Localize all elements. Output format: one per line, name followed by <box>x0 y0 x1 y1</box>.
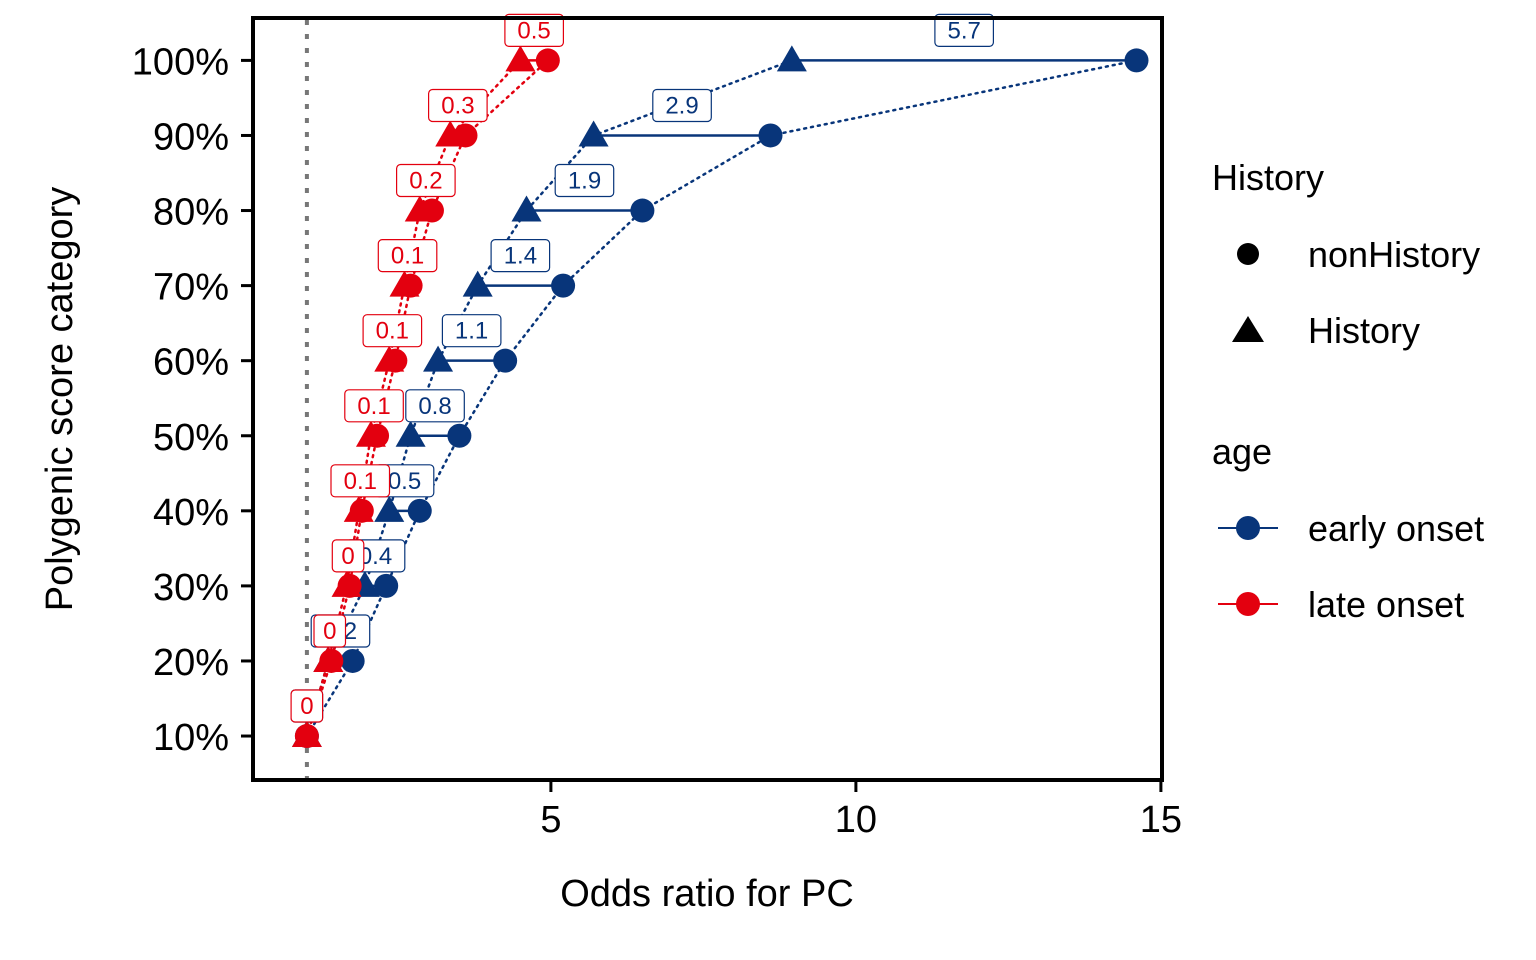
y-tick-label: 30% <box>153 567 229 609</box>
legend-key-early-onset-point <box>1236 516 1260 540</box>
x-tick-label: 15 <box>1140 799 1182 841</box>
plot-panel-border <box>251 16 1164 782</box>
x-axis-title: Odds ratio for PC <box>560 873 854 915</box>
legend-label-late-onset: late onset <box>1308 584 1464 625</box>
early-onset-data-label: 1.9 <box>568 168 601 195</box>
late-onset-data-label-box <box>331 539 365 573</box>
early-onset-data-label: 1.4 <box>504 243 537 270</box>
early-onset-data-label: 0.5 <box>388 468 421 495</box>
label-layer: 00.20.40.50.81.11.41.92.95.70000.10.10.1… <box>290 13 995 723</box>
late-onset-data-label: 0.3 <box>441 93 474 120</box>
y-tick-label: 60% <box>153 342 229 384</box>
early-onset-history-point <box>776 45 807 72</box>
late-onset-data-label: 0.1 <box>391 243 424 270</box>
late-onset-history-point <box>313 645 344 672</box>
late-onset-data-label: 0.1 <box>376 318 409 345</box>
late-onset-data-label-box <box>504 13 564 47</box>
legend-key-history-triangle <box>1232 316 1264 342</box>
late-onset-data-label: 0.5 <box>517 17 550 44</box>
early-onset-nonhistory-point <box>340 648 365 673</box>
early-onset-nonhistory-point <box>493 348 518 373</box>
y-tick-label: 100% <box>132 41 229 83</box>
late-onset-data-label: 0.2 <box>409 168 442 195</box>
late-onset-data-label: 0 <box>300 693 313 720</box>
legend-title-history: History <box>1212 157 1324 198</box>
y-tick-label: 50% <box>153 417 229 459</box>
late-onset-data-label-box <box>428 88 488 123</box>
early-onset-nonhistory-point <box>374 573 399 598</box>
late-onset-history-point <box>355 420 386 447</box>
legend-label-nonhistory: nonHistory <box>1308 234 1480 275</box>
late-onset-history-point <box>331 570 362 597</box>
legend-label-early-onset: early onset <box>1308 508 1484 549</box>
late-onset-history-point <box>343 495 374 522</box>
legend-title-age: age <box>1212 431 1272 472</box>
y-tick-label: 40% <box>153 492 229 534</box>
late-onset-history-point <box>389 270 420 297</box>
early-onset-data-label: 2.9 <box>665 93 698 120</box>
early-onset-data-label: 1.1 <box>455 318 488 345</box>
early-onset-data-label: 0.8 <box>418 393 451 420</box>
late-onset-data-label: 0.1 <box>344 468 377 495</box>
early-onset-nonhistory-point <box>1124 48 1149 73</box>
early-onset-data-label-box <box>934 13 995 47</box>
early-onset-data-label: 5.7 <box>948 17 981 44</box>
y-tick-label: 70% <box>153 267 229 309</box>
early-onset-nonhistory-point <box>758 123 783 148</box>
early-onset-history-point <box>395 420 426 447</box>
late-onset-data-label-box <box>330 464 391 498</box>
early-onset-data-label-box <box>490 239 551 273</box>
legend-key-nonhistory-circle <box>1237 243 1259 265</box>
late-onset-data-label-box <box>344 389 404 423</box>
early-onset-data-label-box <box>441 314 502 348</box>
x-tick-label: 10 <box>835 799 877 841</box>
late-onset-history-point <box>505 45 536 72</box>
late-onset-data-label-box <box>313 614 347 648</box>
legend: History nonHistory History age early ons… <box>1212 157 1484 625</box>
late-onset-data-label: 0.1 <box>357 393 390 420</box>
early-onset-nonhistory-point <box>407 498 432 523</box>
late-onset-history-point <box>374 345 405 372</box>
early-onset-data-label-box <box>652 88 712 123</box>
late-onset-data-label-box <box>362 314 423 348</box>
y-tick-label: 20% <box>153 642 229 684</box>
early-onset-data-label-box <box>554 163 615 198</box>
early-onset-nonhistory-point <box>551 273 576 298</box>
legend-label-history: History <box>1308 310 1420 351</box>
y-tick-label: 80% <box>153 192 229 234</box>
early-onset-nonhistory-point <box>447 423 472 448</box>
early-onset-history-point <box>423 345 454 372</box>
x-tick-label: 5 <box>540 799 561 841</box>
late-onset-data-label-box <box>396 163 456 198</box>
early-onset-nonhistory-point <box>630 198 655 223</box>
late-onset-data-label-box <box>377 239 438 273</box>
legend-key-late-onset-point <box>1236 592 1260 616</box>
early-onset-data-label-box <box>405 389 465 423</box>
early-onset-history-point <box>578 120 609 147</box>
y-tick-label: 90% <box>153 116 229 158</box>
late-onset-history-point <box>404 195 435 222</box>
late-onset-history-point <box>291 721 322 748</box>
axis-layer: 5 10 15 10% 20% 30% 40% 50% 60% 70% 80% 90% 100% <box>132 41 1182 841</box>
early-onset-history-point <box>511 195 542 222</box>
late-onset-data-label: 0 <box>323 618 336 645</box>
late-onset-data-label-box <box>290 689 324 723</box>
late-onset-history-point <box>435 120 466 147</box>
y-axis-title: Polygenic score category <box>39 187 81 612</box>
early-onset-history-point <box>374 495 405 522</box>
early-onset-history-point <box>462 270 493 297</box>
late-onset-nonhistory-point <box>535 48 560 73</box>
late-onset-data-label: 0 <box>341 543 354 570</box>
y-tick-label: 10% <box>153 717 229 759</box>
